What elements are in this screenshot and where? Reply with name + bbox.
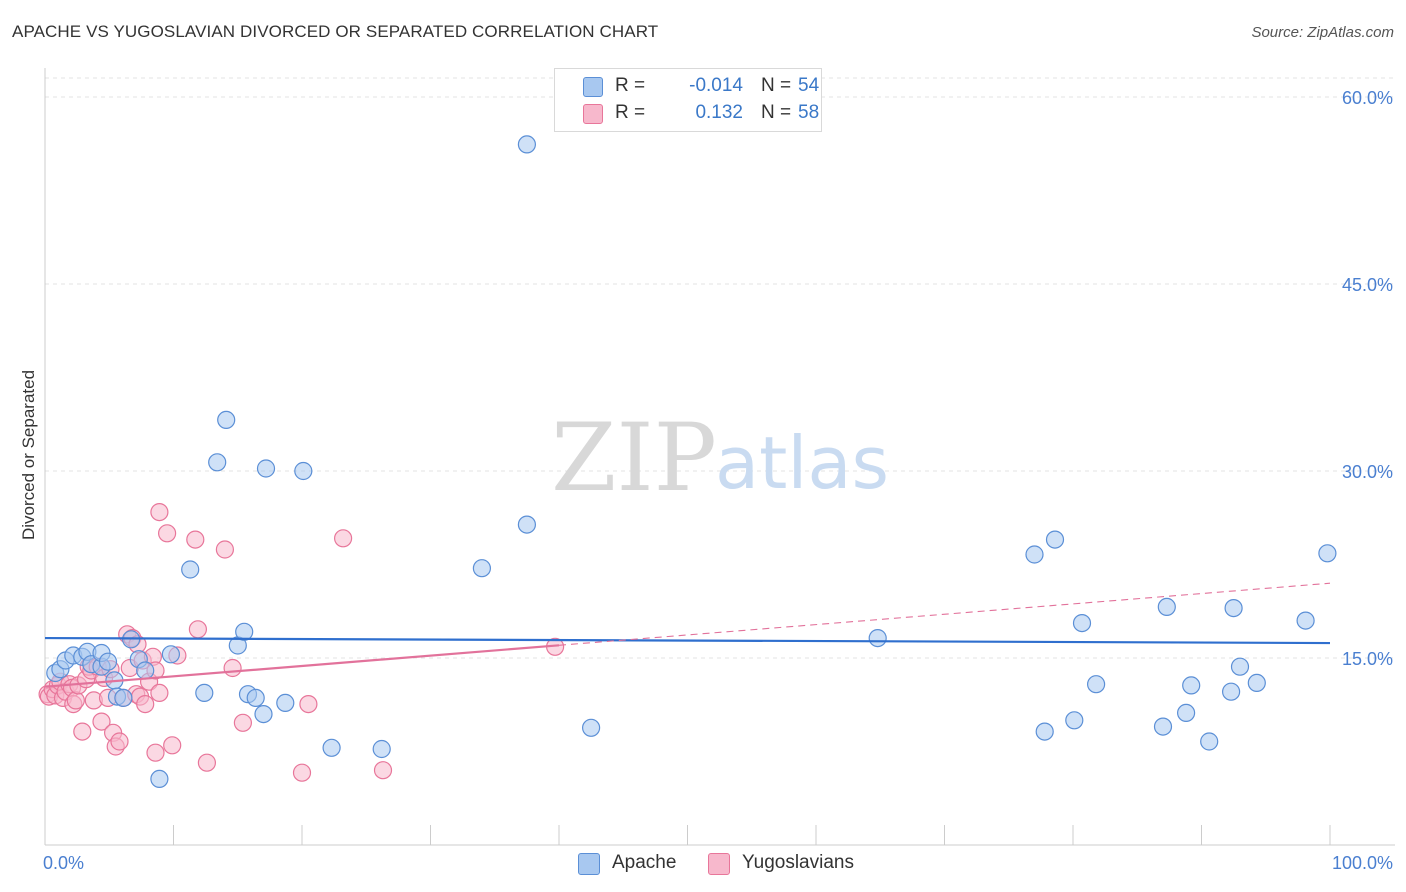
yugoslavians-point [223, 658, 242, 678]
apache-point [161, 645, 180, 664]
apache-point [208, 453, 227, 472]
yugoslavians-point [146, 743, 165, 762]
tick-labels: 15.0% 30.0% 45.0% 60.0% 0.0% 100.0% [43, 88, 1393, 873]
apache-point [517, 135, 537, 154]
yugoslavians-n-value: 58 [798, 102, 820, 123]
apache-point [195, 683, 214, 703]
n-label: N = [761, 102, 792, 123]
apache-point [1035, 722, 1054, 741]
yugoslavians-point [66, 691, 85, 710]
watermark-zip: ZIP [551, 404, 717, 513]
yugoslavians-r-value: 0.132 [695, 102, 743, 123]
y-tick-label: 30.0% [1342, 462, 1393, 482]
apache-point [217, 410, 236, 429]
yugoslavians-point [188, 620, 207, 639]
apache-point [1230, 657, 1250, 676]
yugoslavians-point [150, 683, 169, 703]
yugoslavians-point [158, 524, 177, 543]
apache-trend-line [44, 636, 1331, 645]
yugoslavians-point [334, 529, 353, 548]
apache-point [1296, 611, 1315, 630]
x-tick-label-min: 0.0% [43, 853, 84, 873]
yugoslavians-legend-label: Yugoslavians [742, 852, 854, 873]
yugoslavians-point [186, 530, 205, 549]
apache-point [581, 718, 601, 737]
apache-point [98, 652, 118, 671]
apache-point [1247, 673, 1266, 693]
apache-point [276, 693, 295, 713]
apache-point [1072, 613, 1092, 633]
yugoslavians-point [136, 694, 155, 714]
yugoslavians-point [163, 736, 182, 755]
chart-title: APACHE VS YUGOSLAVIAN DIVORCED OR SEPARA… [12, 22, 659, 41]
apache-point [1086, 675, 1106, 694]
apache-point [256, 459, 276, 478]
yugoslavians-point [150, 502, 169, 522]
yugoslavians-point [197, 753, 216, 772]
apache-n-value: 54 [798, 75, 820, 96]
apache-point [114, 688, 133, 708]
apache-swatch [583, 77, 603, 97]
source-label: Source: ZipAtlas.com [1251, 24, 1394, 41]
trend-lines [44, 582, 1331, 688]
yugoslavians-trend-projection [558, 582, 1331, 646]
apache-points [46, 135, 1337, 789]
yugoslavians-point [292, 763, 312, 782]
axes [44, 68, 1395, 846]
correlation-legend: R = -0.014 N = 54 R = 0.132 N = 58 [554, 68, 822, 132]
apache-point [294, 461, 313, 481]
yugoslavians-point [215, 540, 234, 559]
apache-point [868, 628, 887, 648]
yugoslavians-point [73, 722, 92, 741]
apache-r-value: -0.014 [689, 75, 743, 96]
yugoslavians-point [92, 712, 111, 731]
y-axis-label: Divorced or Separated [19, 370, 38, 540]
r-label: R = [615, 102, 646, 123]
apache-point [1200, 732, 1219, 751]
apache-point [1045, 530, 1065, 549]
apache-point [235, 622, 254, 641]
apache-point [1182, 676, 1201, 695]
apache-point [322, 738, 341, 757]
apache-point [1157, 597, 1176, 617]
apache-point [181, 560, 200, 579]
yugoslavians-point [373, 761, 393, 780]
apache-point [372, 739, 391, 759]
yugoslavians-swatch [583, 104, 603, 124]
yugoslavians-points [38, 502, 565, 782]
y-tick-label: 15.0% [1342, 649, 1393, 669]
y-tick-label: 45.0% [1342, 275, 1393, 295]
apache-point [1224, 598, 1243, 618]
grid-lines [45, 77, 1395, 659]
apache-point [1025, 545, 1044, 564]
n-label: N = [761, 75, 792, 96]
yugoslavians-point [299, 694, 318, 714]
yugoslavians-point [233, 713, 252, 732]
yugoslavians-point [110, 732, 129, 751]
apache-point [1153, 717, 1173, 736]
apache-point [136, 661, 155, 680]
apache-point [1318, 544, 1337, 563]
apache-point [517, 515, 537, 534]
watermark: ZIP atlas [551, 404, 889, 513]
apache-point [1221, 682, 1241, 701]
y-tick-label: 60.0% [1342, 88, 1393, 108]
yugoslavians-legend-swatch [708, 853, 730, 875]
watermark-atlas: atlas [715, 421, 889, 505]
apache-point [150, 769, 169, 789]
x-tick-label-max: 100.0% [1332, 853, 1393, 873]
apache-legend-label: Apache [612, 852, 677, 873]
apache-point [254, 704, 273, 724]
apache-point [1065, 711, 1084, 730]
yugoslavians-trend-line [44, 644, 560, 688]
apache-point [472, 559, 491, 578]
apache-point [1176, 703, 1196, 723]
apache-point [246, 688, 265, 708]
r-label: R = [615, 75, 646, 96]
apache-legend-swatch [578, 853, 600, 875]
